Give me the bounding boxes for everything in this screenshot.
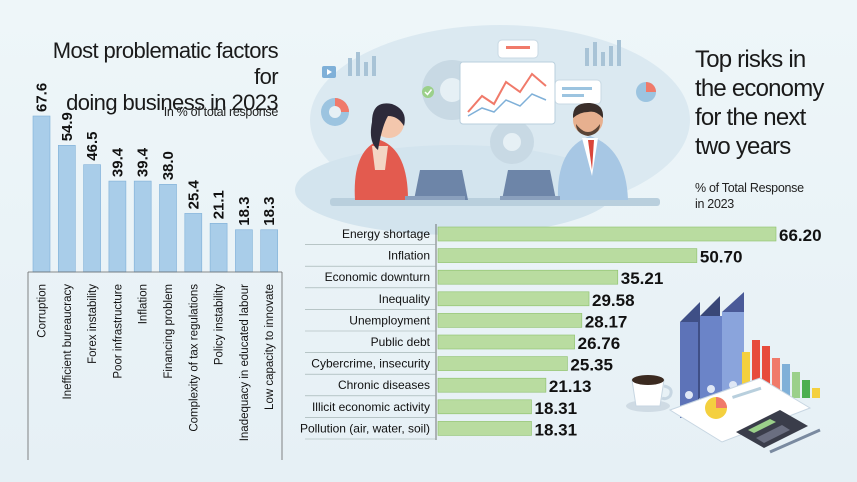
bar-chart-decor — [742, 340, 820, 398]
bar — [437, 313, 583, 328]
data-label: 25.4 — [185, 180, 202, 210]
category-label: Policy instability — [214, 284, 226, 365]
bar — [437, 421, 532, 436]
coffee-cup-icon — [626, 375, 673, 412]
bar — [437, 377, 547, 393]
line-chart-board-icon — [459, 61, 556, 125]
data-label: 18.3 — [261, 197, 278, 226]
category-label: Forex instability — [87, 284, 99, 364]
right-title-line4: two years — [695, 133, 791, 160]
woman-figure — [354, 103, 408, 200]
data-label: 21.13 — [549, 377, 592, 396]
category-label: Energy shortage — [342, 227, 430, 241]
bar — [437, 226, 777, 242]
category-label: Economic downturn — [325, 270, 430, 284]
right-title-line3: for the next — [695, 104, 806, 131]
data-label: 29.58 — [592, 291, 635, 310]
chat-bubble-line — [562, 94, 584, 97]
data-label: 35.21 — [621, 269, 664, 288]
bar — [437, 269, 619, 285]
left-chart-subtitle: In % of total response — [163, 105, 279, 119]
category-label: Complexity of tax regulations — [188, 284, 200, 432]
check-icon — [422, 86, 434, 98]
binder-icon — [680, 292, 744, 418]
data-label: 26.76 — [578, 334, 621, 353]
data-label: 18.31 — [534, 420, 577, 439]
data-label: 50.70 — [700, 248, 743, 267]
data-label: 67.6 — [34, 83, 51, 112]
bar-chart-icon — [348, 52, 376, 76]
left-title-line1: Most problematic factors for — [52, 38, 279, 89]
category-label: Inequality — [379, 292, 430, 306]
category-label: Inflation — [388, 249, 430, 263]
data-label: 25.35 — [570, 356, 613, 375]
data-label: 54.9 — [59, 112, 76, 141]
category-label: Corruption — [37, 284, 49, 338]
category-label: Chronic diseases — [338, 378, 430, 392]
bar — [437, 334, 575, 350]
chat-bubble-line — [562, 87, 592, 90]
laptop-icon — [405, 170, 468, 200]
man-figure — [557, 102, 628, 200]
category-label: Cybercrime, insecurity — [311, 357, 430, 371]
calculator-icon — [736, 410, 808, 448]
data-label: 38.0 — [160, 151, 177, 180]
data-label: 46.5 — [84, 131, 101, 160]
right-title-line1: Top risks in — [695, 46, 806, 73]
play-icon — [322, 66, 336, 78]
category-label: Public debt — [371, 335, 431, 349]
category-label: Inflation — [138, 284, 150, 324]
bar-chart-icon — [585, 40, 621, 66]
category-label: Inefficient bureaucracy — [62, 284, 74, 400]
laptop-icon — [500, 170, 560, 200]
data-label: 39.4 — [109, 147, 126, 177]
right-title-line2: the economy — [695, 75, 824, 102]
data-label: 18.31 — [534, 399, 577, 418]
left-chart-title: Most problematic factors for doing busin… — [40, 38, 279, 116]
category-label: Low capacity to innovate — [264, 284, 276, 410]
right-chart-title: Top risks in the economy for the next tw… — [695, 45, 845, 161]
gear-icon — [490, 120, 534, 164]
data-label: 28.17 — [585, 312, 628, 331]
data-label: 39.4 — [135, 147, 152, 177]
right-subtitle-line1: % of Total Response — [695, 181, 804, 195]
pie-chart-icon — [636, 82, 656, 102]
category-label: Inadequacy in educated labour — [239, 284, 251, 441]
bar — [437, 291, 590, 307]
pie-chart-icon — [321, 98, 349, 126]
category-label: Unemployment — [349, 313, 430, 327]
chat-bubble-line — [506, 46, 530, 49]
category-label: Illicit economic activity — [312, 400, 430, 414]
right-chart-subtitle: % of Total Response in 2023 — [695, 180, 845, 212]
category-label: Pollution (air, water, soil) — [300, 421, 430, 435]
left-title-line2: doing business in 2023 — [66, 90, 278, 115]
pen-icon — [769, 428, 821, 454]
data-label: 21.1 — [211, 190, 228, 219]
category-label: Poor infrastructure — [112, 284, 124, 379]
right-subtitle-line2: in 2023 — [695, 197, 734, 211]
document-paper-icon — [668, 377, 812, 443]
bar — [437, 248, 698, 263]
bar — [437, 399, 532, 415]
data-label: 18.3 — [236, 197, 253, 226]
category-label: Financing problem — [163, 284, 175, 379]
data-label: 66.20 — [779, 226, 822, 245]
bar — [437, 356, 568, 371]
